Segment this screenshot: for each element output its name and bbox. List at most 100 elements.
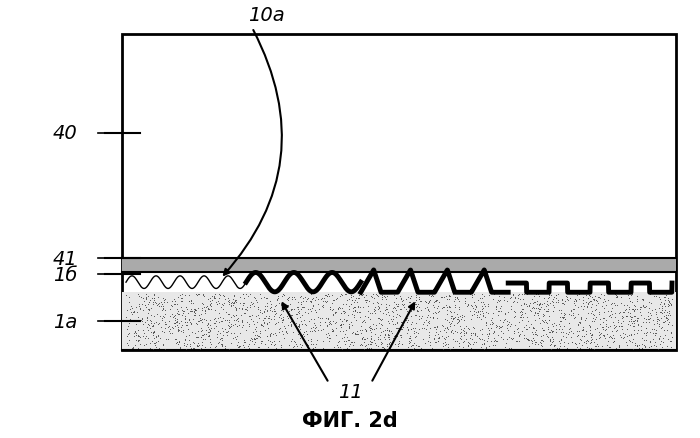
- Point: [530, 339, 541, 346]
- Point: [302, 342, 314, 349]
- Point: [556, 297, 568, 304]
- Point: [637, 296, 648, 303]
- Point: [578, 339, 589, 346]
- Point: [364, 322, 375, 329]
- Point: [584, 297, 596, 304]
- Point: [533, 315, 545, 322]
- Point: [454, 304, 465, 311]
- Point: [541, 300, 552, 307]
- Point: [275, 342, 286, 349]
- Point: [335, 328, 346, 335]
- Point: [360, 299, 372, 306]
- Point: [293, 308, 304, 315]
- Point: [229, 300, 240, 307]
- Point: [295, 301, 307, 308]
- Point: [330, 325, 342, 332]
- Point: [351, 327, 363, 334]
- Point: [608, 335, 620, 342]
- Point: [330, 309, 341, 316]
- Point: [426, 293, 437, 300]
- Point: [236, 312, 247, 319]
- Point: [171, 322, 182, 329]
- Point: [134, 334, 145, 341]
- Point: [211, 301, 223, 308]
- Point: [393, 338, 404, 345]
- Point: [442, 296, 453, 303]
- Point: [496, 323, 507, 330]
- Point: [345, 301, 356, 308]
- Point: [309, 328, 321, 335]
- Point: [395, 334, 407, 341]
- Point: [589, 297, 600, 304]
- Point: [661, 315, 672, 322]
- Point: [659, 313, 670, 320]
- Point: [328, 343, 339, 350]
- Point: [265, 340, 276, 347]
- Point: [183, 326, 194, 333]
- Point: [482, 333, 493, 340]
- Point: [174, 292, 186, 299]
- Point: [176, 291, 187, 298]
- Point: [537, 337, 548, 344]
- Point: [464, 291, 475, 298]
- Point: [433, 334, 444, 341]
- Point: [521, 321, 532, 328]
- Point: [249, 294, 260, 301]
- Point: [238, 342, 249, 349]
- Point: [412, 307, 423, 314]
- Point: [197, 301, 209, 308]
- Point: [410, 301, 421, 308]
- Point: [360, 292, 372, 299]
- Point: [501, 336, 512, 343]
- Point: [446, 318, 457, 325]
- Point: [445, 328, 456, 336]
- Point: [128, 329, 139, 336]
- Point: [534, 300, 545, 307]
- Point: [480, 344, 491, 351]
- Point: [204, 301, 216, 308]
- Point: [570, 297, 582, 304]
- Point: [391, 300, 402, 307]
- Point: [366, 339, 377, 346]
- Point: [467, 293, 478, 300]
- Point: [237, 300, 248, 307]
- Point: [355, 314, 366, 321]
- Point: [246, 300, 258, 307]
- Point: [152, 332, 163, 339]
- Point: [637, 335, 648, 342]
- Point: [214, 319, 225, 326]
- Point: [655, 299, 666, 306]
- Point: [136, 300, 148, 307]
- Point: [449, 314, 460, 321]
- Point: [564, 325, 575, 332]
- Point: [631, 316, 643, 323]
- Point: [202, 304, 214, 311]
- Point: [584, 327, 595, 334]
- Point: [295, 335, 306, 342]
- Point: [365, 293, 377, 300]
- Point: [416, 306, 427, 313]
- Point: [386, 318, 397, 325]
- Point: [374, 332, 386, 339]
- Point: [647, 335, 658, 342]
- Point: [584, 291, 595, 298]
- Point: [573, 290, 584, 297]
- Point: [188, 305, 199, 312]
- Point: [587, 296, 598, 303]
- Point: [372, 334, 384, 341]
- Point: [167, 314, 178, 321]
- Point: [257, 310, 268, 317]
- Point: [452, 294, 463, 301]
- Point: [508, 328, 519, 335]
- Point: [372, 299, 383, 306]
- Point: [143, 335, 154, 342]
- Point: [140, 294, 151, 301]
- Point: [326, 300, 337, 307]
- Point: [204, 302, 216, 309]
- Point: [447, 312, 458, 319]
- Point: [341, 334, 352, 341]
- Point: [522, 291, 533, 298]
- Point: [291, 314, 302, 321]
- Point: [466, 330, 477, 337]
- Point: [526, 339, 538, 346]
